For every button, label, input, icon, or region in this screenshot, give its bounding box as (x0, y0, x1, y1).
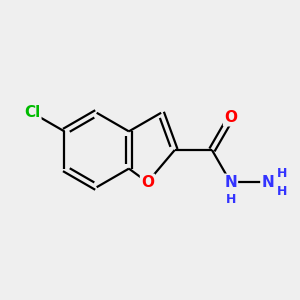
Text: Cl: Cl (24, 105, 40, 120)
Text: N: N (224, 175, 237, 190)
Text: H: H (277, 184, 288, 198)
Text: N: N (261, 175, 274, 190)
Text: H: H (277, 167, 288, 180)
Text: O: O (141, 175, 154, 190)
Text: H: H (225, 193, 236, 206)
Text: O: O (224, 110, 237, 125)
